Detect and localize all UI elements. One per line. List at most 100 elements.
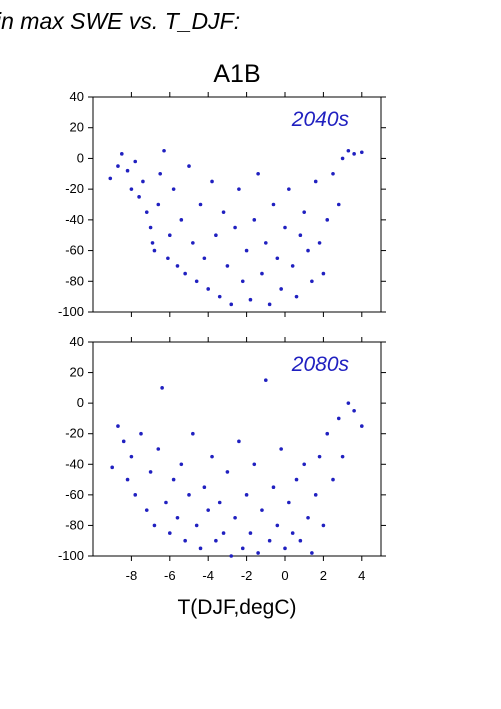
scatter-point	[187, 493, 191, 497]
scatter-point	[325, 218, 330, 222]
scatter-point	[313, 493, 318, 497]
scatter-point	[287, 187, 291, 191]
scatter-point	[240, 279, 245, 284]
scatter-point	[340, 156, 345, 161]
scatter-point	[183, 538, 187, 543]
scatter-point	[264, 378, 268, 383]
scatter-point	[331, 477, 335, 482]
scatter-point	[260, 271, 264, 276]
scatter-point	[158, 171, 162, 176]
panel-label: 2080s	[291, 353, 350, 376]
scenario-title: A1B	[213, 60, 260, 88]
scatter-point	[279, 447, 283, 451]
scatter-point	[267, 302, 272, 307]
scatter-point	[164, 500, 168, 505]
scatter-point	[214, 538, 218, 543]
scatter-point	[321, 271, 326, 276]
scatter-point	[290, 531, 295, 535]
scatter-point	[108, 176, 113, 181]
scatter-point	[175, 515, 180, 520]
scatter-point	[302, 462, 307, 467]
scatter-point	[171, 187, 176, 191]
x-axis-label: T(DJF,degC)	[177, 596, 296, 619]
scatter-point	[144, 210, 149, 214]
scatter-point	[346, 401, 351, 405]
scatter-point	[310, 551, 314, 555]
scatter-point	[256, 171, 260, 176]
scatter-point	[129, 454, 134, 459]
scatter-point	[346, 148, 351, 153]
scatter-point	[125, 168, 130, 173]
scatter-point	[260, 508, 264, 512]
scatter-point	[179, 218, 184, 222]
scatter-point	[306, 248, 310, 253]
y-tick-label: -60	[65, 487, 84, 502]
scatter-point	[121, 439, 126, 444]
scatter-point	[152, 248, 157, 253]
scatter-point	[360, 150, 364, 155]
scatter-point	[110, 465, 114, 470]
scatter-point	[221, 531, 226, 535]
y-tick-label: -80	[65, 517, 84, 532]
scatter-point	[331, 171, 335, 176]
scatter-point	[194, 523, 199, 528]
scatter-point	[229, 302, 234, 307]
scatter-point	[275, 523, 280, 528]
y-tick-label: -20	[65, 181, 84, 196]
scatter-point	[156, 447, 161, 451]
scatter-point	[279, 287, 283, 291]
scatter-point	[340, 454, 345, 459]
scatter-point	[233, 515, 237, 520]
y-tick-label: -80	[65, 273, 84, 288]
scatter-point	[244, 248, 249, 253]
scatter-point	[202, 256, 207, 261]
x-tick-label: -2	[241, 568, 253, 583]
plot-frame	[92, 341, 382, 557]
scatter-point	[206, 508, 210, 512]
scatter-point	[214, 233, 218, 238]
scatter-point	[160, 386, 164, 390]
scatter-point	[133, 159, 138, 164]
x-tick-label: -6	[164, 568, 176, 583]
scatter-point	[287, 500, 291, 505]
scatter-point	[317, 241, 322, 245]
scatter-point	[191, 431, 195, 436]
scatter-point	[248, 297, 253, 302]
scatter-point	[125, 477, 130, 482]
scatter-point	[148, 225, 153, 230]
scatter-point	[290, 264, 295, 268]
page-title: in max SWE vs. T_DJF:	[0, 8, 241, 34]
y-tick-label: -40	[65, 212, 84, 227]
scatter-point	[171, 477, 176, 482]
scatter-point	[317, 454, 322, 459]
scatter-point	[206, 287, 210, 291]
scatter-panel-2040s: -100 -80 -60 -40 -20 0 20 40 2040s	[58, 89, 386, 319]
scatter-point	[191, 241, 195, 245]
scatter-point	[210, 179, 214, 184]
scatter-point	[240, 546, 245, 551]
scatter-point	[217, 500, 222, 505]
scatter-point	[148, 470, 153, 474]
scatter-point	[283, 546, 287, 551]
scatter-point	[139, 431, 143, 436]
scatter-point	[198, 202, 203, 207]
scatter-point	[298, 233, 303, 238]
y-tick-label: 40	[70, 334, 84, 349]
x-tick-label: -4	[202, 568, 214, 583]
scatter-point	[229, 554, 234, 558]
scatter-point	[221, 210, 226, 214]
scatter-point	[237, 439, 241, 444]
scatter-point	[306, 515, 310, 520]
scatter-point	[202, 485, 207, 490]
y-tick-label: -60	[65, 243, 84, 258]
scatter-point	[175, 264, 180, 268]
scatter-point	[150, 241, 155, 245]
y-tick-label: -40	[65, 456, 84, 471]
scatter-point	[116, 424, 120, 428]
scatter-point	[225, 264, 230, 268]
scatter-point	[237, 187, 241, 191]
scatter-point	[129, 187, 134, 191]
scatter-point	[166, 256, 170, 261]
scatter-point	[168, 531, 172, 535]
